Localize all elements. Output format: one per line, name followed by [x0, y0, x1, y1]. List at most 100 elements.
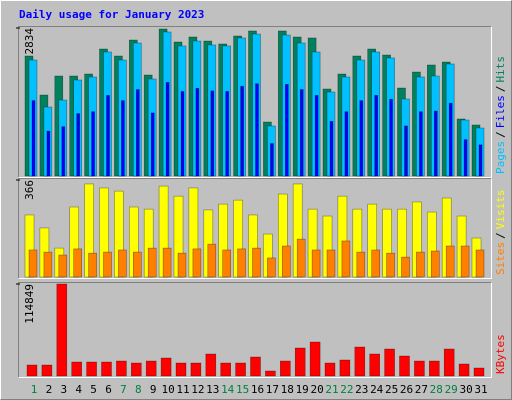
bar	[294, 347, 306, 377]
bar	[116, 360, 127, 377]
bar	[296, 238, 306, 278]
panel-bevel	[18, 282, 492, 378]
bar	[145, 360, 157, 377]
x-tick-label: 22	[340, 383, 353, 396]
bar	[267, 257, 276, 278]
legend-separator: /	[494, 86, 507, 93]
bar	[150, 112, 155, 177]
bar	[162, 247, 172, 278]
legend-entry: Hits	[494, 56, 507, 83]
bar	[46, 130, 51, 177]
x-tick-label: 4	[75, 383, 82, 396]
bar	[371, 249, 381, 278]
bar	[225, 91, 229, 177]
x-tick-label: 23	[355, 383, 368, 396]
x-tick-label: 3	[60, 383, 67, 396]
x-tick-label: 10	[161, 383, 174, 396]
bar	[389, 98, 393, 177]
bar	[76, 113, 80, 177]
bar	[190, 362, 202, 377]
bar	[43, 251, 53, 278]
bar	[324, 362, 336, 377]
bar	[386, 252, 395, 278]
bar	[118, 249, 127, 278]
x-tick-label: 7	[120, 383, 127, 396]
legend: Pages / Files / Hits	[494, 56, 507, 174]
panel-bevel	[18, 26, 492, 178]
x-tick-label: 29	[445, 383, 458, 396]
x-tick-label: 8	[135, 383, 142, 396]
bar	[284, 84, 289, 177]
bar	[404, 125, 408, 177]
x-tick-label: 16	[251, 383, 264, 396]
x-tick-label: 24	[370, 383, 384, 396]
bar	[165, 82, 170, 177]
bar	[311, 249, 321, 278]
bar	[222, 249, 231, 278]
bar	[91, 111, 95, 177]
legend: KBytes	[494, 334, 507, 374]
legend-separator: /	[494, 232, 507, 239]
bar	[31, 100, 36, 177]
x-tick-label: 2	[46, 383, 53, 396]
bar	[369, 353, 381, 377]
bar	[88, 252, 97, 278]
bar	[240, 85, 244, 177]
x-tick-label: 25	[385, 383, 398, 396]
bar	[428, 360, 440, 377]
panel-bevel	[18, 282, 492, 378]
bar	[430, 250, 440, 278]
bar	[235, 362, 246, 377]
bar	[419, 111, 423, 177]
x-tick-label: 18	[281, 383, 294, 396]
bar	[58, 254, 68, 278]
x-tick-label: 27	[415, 383, 428, 396]
panel-bevel	[18, 178, 492, 279]
bar	[133, 251, 142, 278]
legend: Sites / Visits	[494, 190, 507, 276]
x-tick-label: 12	[191, 383, 204, 396]
bar	[416, 251, 425, 278]
x-tick-label: 30	[459, 383, 472, 396]
bar	[103, 251, 112, 278]
legend-entry: Pages	[494, 141, 507, 174]
x-tick-label: 31	[474, 383, 487, 396]
bar	[326, 249, 336, 278]
x-tick-label: 14	[221, 383, 235, 396]
bar	[71, 361, 82, 377]
bar	[344, 111, 349, 177]
bar	[56, 283, 68, 377]
bar	[458, 363, 470, 377]
x-tick-label: 13	[206, 383, 219, 396]
bar	[443, 348, 455, 377]
bar	[177, 252, 187, 278]
bar	[299, 89, 304, 177]
bar	[131, 362, 142, 377]
x-tick-label: 28	[430, 383, 443, 396]
bar	[26, 364, 38, 377]
bar	[207, 243, 217, 278]
bar	[28, 249, 38, 278]
bar	[101, 361, 112, 377]
bar	[445, 245, 455, 278]
x-tick-label: 1	[31, 383, 38, 396]
bar	[341, 240, 351, 278]
bar	[270, 143, 274, 177]
bar	[329, 121, 334, 177]
x-tick-label: 19	[296, 383, 309, 396]
bar	[460, 245, 470, 278]
bar	[473, 367, 485, 377]
chart-title: Daily usage for January 2023	[19, 8, 204, 21]
x-tick-label: 5	[90, 383, 97, 396]
panel-bevel	[18, 178, 492, 279]
bar	[359, 100, 364, 177]
x-tick-label: 21	[325, 383, 338, 396]
bar	[195, 87, 200, 177]
x-tick-label: 26	[400, 383, 413, 396]
bar	[279, 360, 291, 377]
bar	[374, 95, 379, 177]
bar	[106, 95, 110, 177]
bar	[281, 245, 291, 278]
